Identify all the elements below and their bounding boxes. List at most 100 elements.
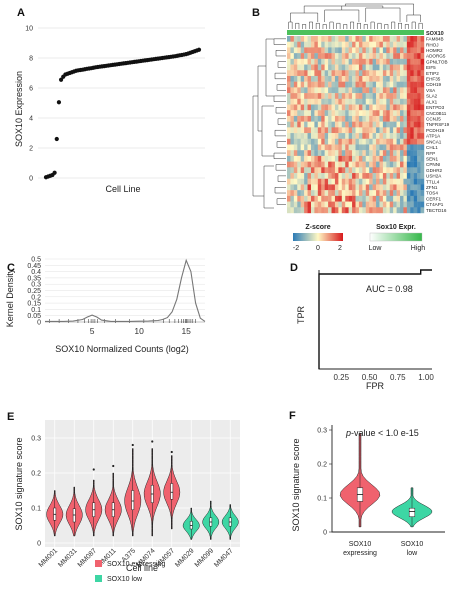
gene-label: VSA <box>426 88 436 93</box>
heatmap-cell <box>365 161 370 168</box>
d-ylabel: TPR <box>296 305 306 324</box>
heatmap-cell <box>382 173 387 179</box>
heatmap-cell <box>352 98 356 105</box>
heatmap-cell <box>376 70 380 77</box>
heatmap-cell <box>382 36 387 42</box>
heatmap-cell <box>352 173 356 179</box>
heatmap-cell <box>372 87 377 94</box>
heatmap-cell <box>389 167 394 174</box>
heatmap-cell <box>345 115 349 122</box>
heatmap-cell <box>304 36 308 42</box>
heatmap-cell <box>379 167 384 174</box>
heatmap-cell <box>403 64 408 71</box>
heatmap-cell <box>328 121 332 128</box>
heatmap-cell <box>386 36 390 42</box>
heatmap-cell <box>355 161 360 168</box>
heatmap-cell <box>287 93 291 100</box>
heatmap-cell <box>300 190 305 197</box>
heatmap-cell <box>304 53 308 60</box>
heatmap-cell <box>355 36 360 42</box>
heatmap-cell <box>355 115 360 122</box>
heatmap-cell <box>300 93 305 100</box>
heatmap-cell <box>297 127 301 134</box>
heatmap-cell <box>300 104 305 111</box>
heatmap-cell <box>362 75 366 82</box>
heatmap-cell <box>324 173 329 179</box>
heatmap-cell <box>290 184 295 191</box>
heatmap-cell <box>417 133 421 139</box>
heatmap-cell <box>317 93 322 100</box>
heatmap-cell <box>396 161 401 168</box>
heatmap-cell <box>314 161 319 168</box>
heatmap-cell <box>362 133 366 139</box>
heatmap-cell <box>345 190 349 197</box>
heatmap-cell <box>389 173 394 179</box>
heatmap-cell <box>293 144 298 151</box>
heatmap-cell <box>420 195 425 202</box>
heatmap-cell <box>372 53 377 60</box>
heatmap-cell <box>413 167 418 174</box>
heatmap-cell <box>348 110 353 117</box>
heatmap-cell <box>410 161 414 168</box>
heatmap-cell <box>293 207 298 214</box>
heatmap-cell <box>338 201 342 208</box>
heatmap-cell <box>369 207 373 214</box>
heatmap-cell <box>417 150 421 157</box>
heatmap-cell <box>345 70 349 77</box>
heatmap-cell <box>396 47 401 54</box>
heatmap-cell <box>396 87 401 94</box>
heatmap-cell <box>304 87 308 94</box>
heatmap-cell <box>400 138 404 145</box>
heatmap-cell <box>417 41 421 48</box>
heatmap-cell <box>310 178 315 185</box>
gene-label: TNFRSF19 <box>426 122 450 127</box>
heatmap-cell <box>324 138 329 145</box>
heatmap-cell <box>307 167 312 174</box>
heatmap-cell <box>317 98 322 105</box>
heatmap-cell <box>413 98 418 105</box>
heatmap-cell <box>382 64 387 71</box>
heatmap-cell <box>290 93 295 100</box>
heatmap-cell <box>369 155 373 162</box>
heatmap-cell <box>290 47 295 54</box>
heatmap-cell <box>358 47 363 54</box>
heatmap-cell <box>417 104 421 111</box>
heatmap-cell <box>348 104 353 111</box>
e-xtick-label: MM001 <box>38 547 60 569</box>
heatmap-cell <box>369 178 373 185</box>
heatmap-cell <box>352 161 356 168</box>
heatmap-cell <box>328 75 332 82</box>
heatmap-cell <box>417 195 421 202</box>
e-violins <box>46 440 239 540</box>
heatmap-cell <box>372 75 377 82</box>
heatmap-cell <box>328 207 332 214</box>
heatmap-cell <box>304 110 308 117</box>
heatmap-cell <box>372 138 377 145</box>
heatmap-cell <box>287 150 291 157</box>
e-ytick-label: 0.1 <box>31 506 41 513</box>
heatmap-cell <box>297 207 301 214</box>
heatmap-cell <box>372 155 377 162</box>
heatmap-cell <box>417 127 421 134</box>
heatmap-cell <box>355 93 360 100</box>
gene-label: FAM84B <box>426 37 444 42</box>
violin-box <box>408 507 416 517</box>
heatmap-cell <box>396 150 401 157</box>
heatmap-cell <box>290 115 295 122</box>
heatmap-cell <box>348 207 353 214</box>
heatmap-cell <box>317 138 322 145</box>
heatmap-cell <box>386 58 390 65</box>
heatmap-cell <box>406 195 411 202</box>
heatmap-cell <box>369 144 373 151</box>
heatmap-cell <box>410 195 414 202</box>
heatmap-cell <box>386 53 390 60</box>
heatmap-cell <box>345 93 349 100</box>
e-ytick-label: 0.3 <box>31 436 41 443</box>
heatmap-cell <box>413 58 418 65</box>
heatmap-cell <box>321 64 325 71</box>
heatmap-cell <box>376 58 380 65</box>
heatmap-cell <box>297 87 301 94</box>
heatmap-cell <box>317 64 322 71</box>
heatmap-cell <box>403 70 408 77</box>
